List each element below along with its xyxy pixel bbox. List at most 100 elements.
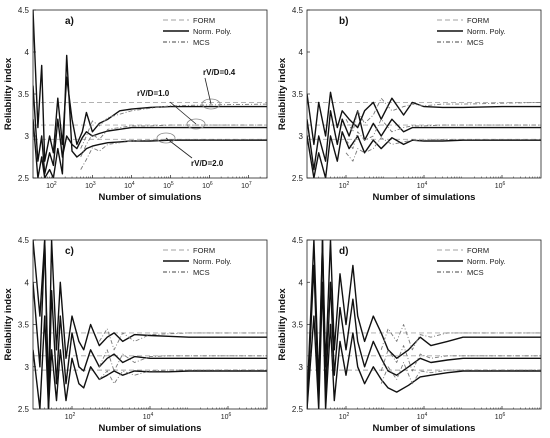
legend-entry-1: FORM <box>193 16 215 25</box>
legend: FORM Norm. Poly. MCS <box>437 16 506 47</box>
series-line-4 <box>380 324 541 351</box>
x-tick-label: 106 <box>221 412 232 421</box>
legend-entry-2: Norm. Poly. <box>193 257 232 266</box>
y-tick-label: 2.5 <box>18 405 30 414</box>
x-tick-exponent: 5 <box>171 181 174 187</box>
annotation-arrow-1 <box>204 77 212 105</box>
y-tick-label: 3.5 <box>18 321 30 330</box>
panel-label: d) <box>339 246 348 257</box>
x-tick-exponent: 3 <box>93 181 96 187</box>
y-tick-label: 4 <box>299 278 304 287</box>
x-axis-label: Number of simulations <box>373 423 476 434</box>
x-tick-label: 102 <box>46 181 57 190</box>
y-tick-label: 4.5 <box>18 236 30 245</box>
panel-label: a) <box>65 16 74 27</box>
series-line-4 <box>345 97 541 133</box>
series-line-1 <box>33 10 267 162</box>
chart-panel-2: 2.5 3 3.5 4 4.5 102 104 106 Number of simulation… <box>277 6 542 203</box>
x-axis-label: Number of simulations <box>99 192 202 203</box>
legend: FORM Norm. Poly. MCS <box>163 16 232 47</box>
chart-panel-4: 2.5 3 3.5 4 4.5 102 104 106 Number of simulation… <box>277 236 542 434</box>
y-tick-label: 2.5 <box>292 174 304 183</box>
x-tick-exponent: 2 <box>347 181 350 187</box>
series-group <box>307 240 541 409</box>
series-group <box>307 91 541 178</box>
y-tick-label: 3.5 <box>18 90 30 99</box>
x-tick-exponent: 6 <box>210 181 213 187</box>
x-tick-label: 106 <box>202 181 213 190</box>
axes-frame <box>306 9 542 179</box>
x-axis-label: Number of simulations <box>373 192 476 203</box>
series-line-1 <box>307 91 541 146</box>
x-tick-exponent: 4 <box>151 412 154 418</box>
x-tick-exponent: 6 <box>229 412 232 418</box>
series-line-4 <box>80 103 267 149</box>
legend-entry-2: Norm. Poly. <box>193 27 232 36</box>
y-tick-label: 3 <box>299 132 304 141</box>
series-line-6 <box>380 362 541 385</box>
x-tick-exponent: 2 <box>73 412 76 418</box>
series-line-2 <box>307 110 541 171</box>
x-tick-label: 102 <box>65 412 76 421</box>
series-group <box>33 10 267 178</box>
series-line-3 <box>307 131 541 178</box>
y-tick-label: 4.5 <box>292 236 304 245</box>
series-line-5 <box>98 349 267 372</box>
y-tick-label: 4.5 <box>18 6 30 15</box>
x-tick-exponent: 4 <box>425 181 428 187</box>
series-line-4 <box>98 328 267 351</box>
y-axis-label: Reliability index <box>277 57 288 130</box>
panel-label: b) <box>339 16 348 27</box>
y-axis-label: Reliability index <box>277 288 288 361</box>
series-line-2 <box>33 240 267 409</box>
legend-entry-1: FORM <box>467 246 489 255</box>
x-tick-exponent: 6 <box>503 181 506 187</box>
legend-entry-2: Norm. Poly. <box>467 27 506 36</box>
annotation-arrow-2 <box>169 101 197 125</box>
series-line-5 <box>380 345 541 372</box>
series-line-2 <box>33 85 267 175</box>
series-line-3 <box>33 315 267 409</box>
y-tick-label: 4 <box>299 48 304 57</box>
annotation-ellipse-2 <box>186 118 206 130</box>
series-line-2 <box>307 240 541 409</box>
y-axis-label: Reliability index <box>3 288 14 361</box>
y-tick-label: 4.5 <box>292 6 304 15</box>
x-tick-exponent: 6 <box>503 412 506 418</box>
y-axis-label: Reliability index <box>3 57 14 130</box>
annotation-ellipse-3 <box>156 132 176 144</box>
annotation-ellipse-1 <box>201 98 221 110</box>
legend-entry-3: MCS <box>467 38 484 47</box>
y-tick-label: 3.5 <box>292 321 304 330</box>
series-line-6 <box>98 369 267 385</box>
series-group <box>33 240 267 409</box>
series-line-5 <box>80 124 267 158</box>
y-tick-label: 3 <box>25 132 30 141</box>
annotation-label-2: rV/D=1.0 <box>137 89 170 98</box>
x-tick-label: 104 <box>417 412 428 421</box>
series-line-3 <box>33 54 267 178</box>
annotation-arrow-3 <box>165 137 193 159</box>
legend-entry-2: Norm. Poly. <box>467 257 506 266</box>
chart-panel-1: 2.5 3 3.5 4 4.5 102 103 104 105 106 107 Number of s… <box>3 6 268 203</box>
x-tick-exponent: 4 <box>425 412 428 418</box>
y-tick-label: 3 <box>25 363 30 372</box>
legend-entry-1: FORM <box>467 16 489 25</box>
annotation-label-1: rV/D=0.4 <box>203 68 236 77</box>
panel-label: c) <box>65 246 74 257</box>
x-tick-label: 106 <box>495 181 506 190</box>
y-tick-label: 2.5 <box>18 174 30 183</box>
x-tick-label: 102 <box>339 181 350 190</box>
legend-entry-1: FORM <box>193 246 215 255</box>
y-tick-label: 2.5 <box>292 405 304 414</box>
series-line-6 <box>80 138 267 170</box>
x-tick-label: 102 <box>339 412 350 421</box>
x-tick-exponent: 4 <box>132 181 135 187</box>
x-tick-label: 104 <box>124 181 135 190</box>
x-tick-exponent: 2 <box>347 412 350 418</box>
x-tick-label: 103 <box>85 181 96 190</box>
legend: FORM Norm. Poly. MCS <box>437 246 506 277</box>
series-line-5 <box>345 118 541 150</box>
series-line-1 <box>33 240 267 393</box>
